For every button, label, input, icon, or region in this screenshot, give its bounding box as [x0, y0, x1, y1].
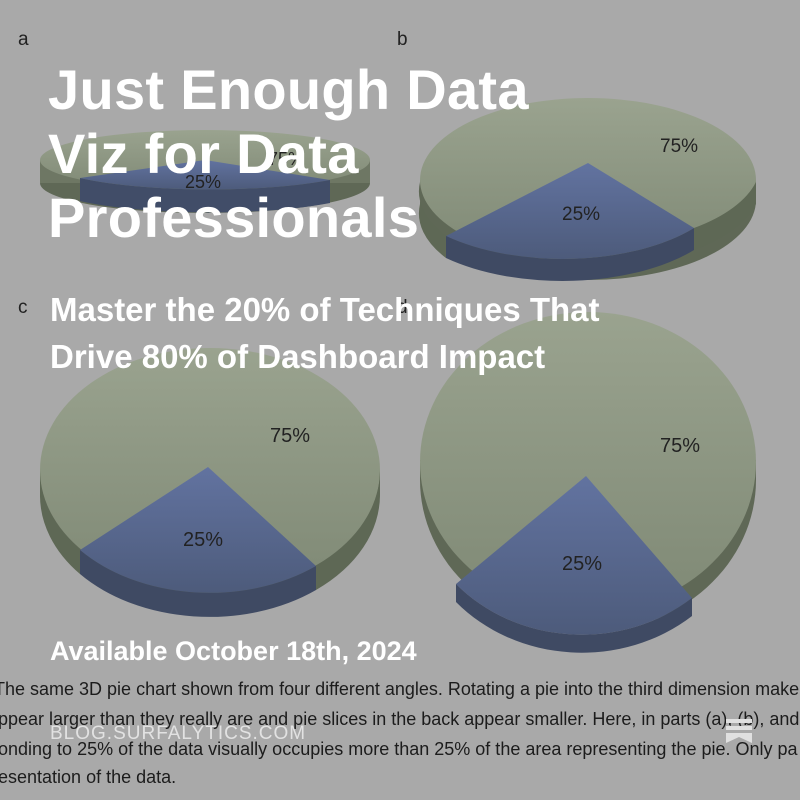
pie-c-label-large: 75%	[270, 425, 310, 447]
pie-panel-d: 75% 25%	[420, 312, 756, 653]
post-subtitle: Master the 20% of Techniques That Drive …	[50, 286, 770, 380]
pie-a-label-large: 75%	[268, 149, 304, 169]
pie-c-slice-small	[80, 467, 316, 593]
subtitle-line: Master the 20% of Techniques That	[50, 291, 600, 328]
caption-line-4: esentation of the data.	[0, 767, 177, 787]
pie-a-slice-small	[80, 160, 330, 190]
availability-date: Available October 18th, 2024	[50, 636, 417, 666]
pie-panel-c: 75% 25%	[39, 348, 381, 617]
pie-a-label-small: 25%	[185, 172, 221, 192]
site-url[interactable]: BLOG.SURFALYTICS.COM	[50, 723, 307, 744]
panel-letter-c: c	[18, 297, 28, 318]
caption-line-3: onding to 25% of the data visually occup…	[0, 739, 798, 759]
caption-line-2: ppear larger than they really are and pi…	[0, 709, 800, 729]
title-line: Viz for Data	[48, 122, 359, 185]
pie-d-label-large: 75%	[660, 435, 700, 457]
pie-d-slice-large	[420, 312, 756, 612]
pie-b-label-small: 25%	[562, 204, 600, 225]
caption-line-1: The same 3D pie chart shown from four di…	[0, 679, 800, 699]
post-title: Just Enough Data Viz for Data Profession…	[48, 58, 608, 250]
panel-letter-a: a	[18, 29, 29, 50]
panel-letter-b: b	[397, 29, 408, 50]
pie-c-label-small: 25%	[183, 529, 223, 551]
title-line: Just Enough Data	[48, 58, 529, 121]
pie-panel-a: 75% 25%	[40, 130, 370, 213]
title-line: Professionals	[48, 186, 420, 249]
pie-d-slice-small	[456, 476, 692, 635]
pie-d-label-small: 25%	[562, 553, 602, 575]
subtitle-line: Drive 80% of Dashboard Impact	[50, 338, 546, 375]
panel-letter-d: d	[397, 297, 408, 318]
pie-panel-b: 75% 25%	[418, 98, 756, 281]
pie-b-slice-small	[446, 163, 694, 259]
pie-b-label-large: 75%	[660, 136, 698, 157]
stack-icon[interactable]	[724, 718, 754, 744]
